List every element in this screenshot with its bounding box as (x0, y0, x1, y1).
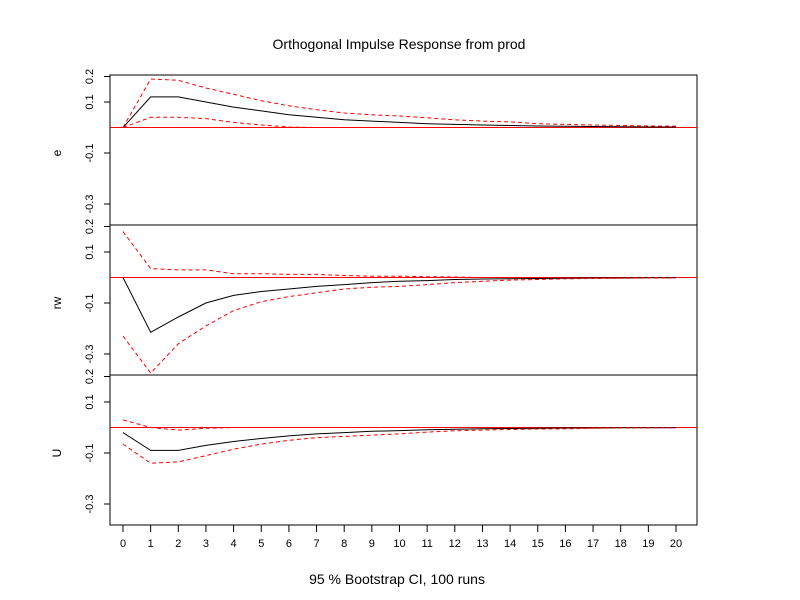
x-tick-label-0: 0 (120, 538, 126, 550)
y-tick-label-U-2: -0.1 (84, 444, 96, 463)
x-tick-label-15: 15 (532, 538, 544, 550)
y-tick-label-U-1: 0.1 (84, 394, 96, 409)
x-tick-label-6: 6 (286, 538, 292, 550)
series-upper-e (122, 78, 677, 128)
panel-label-rw: rw (50, 296, 64, 309)
y-tick-label-rw-3: -0.3 (84, 345, 96, 364)
y-tick-label-rw-0: 0.2 (84, 219, 96, 234)
y-tick-label-rw-1: 0.1 (84, 244, 96, 259)
x-tick-label-1: 1 (148, 538, 154, 550)
x-tick-label-11: 11 (421, 538, 432, 550)
y-tick-label-U-0: 0.2 (84, 369, 96, 384)
series-response-e (122, 96, 676, 128)
x-tick-label-12: 12 (449, 538, 461, 550)
x-tick-label-8: 8 (341, 538, 347, 550)
y-tick-label-e-3: -0.3 (84, 195, 96, 214)
y-tick-label-e-0: 0.2 (84, 69, 96, 84)
panel-frame-U (109, 374, 698, 526)
x-tick-label-10: 10 (393, 538, 405, 550)
y-tick-label-rw-2: -0.1 (84, 294, 96, 313)
x-tick-label-18: 18 (615, 538, 627, 550)
x-tick-label-17: 17 (587, 538, 599, 550)
x-tick-label-20: 20 (670, 538, 682, 550)
series-upper-rw (122, 231, 483, 278)
panel-frame-rw (109, 224, 698, 376)
x-tick-label-9: 9 (369, 538, 375, 550)
y-tick-label-U-3: -0.3 (84, 495, 96, 514)
panel-frame-e (109, 74, 698, 226)
y-tick-label-e-1: 0.1 (84, 94, 96, 109)
x-tick-label-19: 19 (642, 538, 654, 550)
series-upper-U (122, 419, 289, 431)
series-response-U (122, 427, 676, 451)
x-tick-label-7: 7 (313, 538, 319, 550)
series-lower-e (122, 116, 345, 128)
x-tick-label-5: 5 (258, 538, 264, 550)
x-tick-label-14: 14 (504, 538, 516, 550)
series-response-rw (122, 277, 676, 333)
x-tick-label-2: 2 (175, 538, 181, 550)
x-tick-label-13: 13 (476, 538, 488, 550)
x-axis-label: 95 % Bootstrap CI, 100 runs (309, 571, 485, 587)
x-tick-label-4: 4 (231, 538, 237, 550)
panel-label-e: e (50, 149, 64, 156)
y-tick-label-e-2: -0.1 (84, 144, 96, 163)
x-tick-label-16: 16 (559, 538, 571, 550)
series-lower-U (122, 427, 676, 464)
series-lower-rw (122, 277, 676, 374)
chart-title: Orthogonal Impulse Response from prod (273, 36, 526, 52)
panel-label-U: U (50, 449, 64, 458)
x-tick-label-3: 3 (203, 538, 209, 550)
